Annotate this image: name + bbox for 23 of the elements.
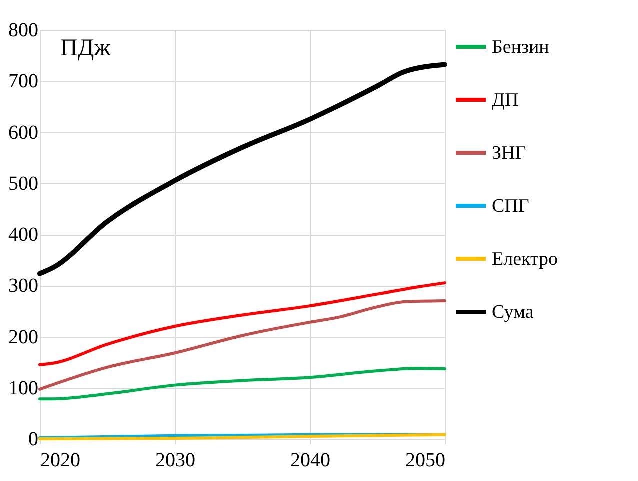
legend-label: СПГ: [492, 196, 530, 217]
x-tick-label: 2040: [290, 450, 330, 472]
y-tick-label: 400: [8, 224, 38, 246]
y-tick-label: 300: [8, 275, 38, 298]
y-tick-label: 100: [8, 377, 38, 400]
line-series: [38, 299, 446, 391]
x-tick-label: 2020: [40, 450, 80, 472]
line-series: [38, 366, 446, 401]
legend-label: Електро: [492, 249, 558, 270]
x-tick-label: 2030: [156, 450, 196, 472]
y-axis-title: ПДж: [60, 36, 112, 62]
legend-label: Бензин: [492, 37, 550, 58]
y-tick-label: 800: [8, 20, 38, 42]
y-tick-label: 500: [8, 172, 38, 195]
legend-label: ДП: [492, 90, 519, 111]
y-tick-label: 200: [8, 326, 38, 348]
x-tick-label: 2050: [406, 450, 446, 472]
y-tick-label: 0: [28, 428, 38, 450]
legend-label: ЗНГ: [492, 143, 526, 164]
y-tick-label: 700: [8, 70, 38, 93]
legend-label: Сума: [492, 302, 534, 323]
y-tick-label: 600: [8, 122, 38, 144]
line-series: [38, 282, 446, 366]
